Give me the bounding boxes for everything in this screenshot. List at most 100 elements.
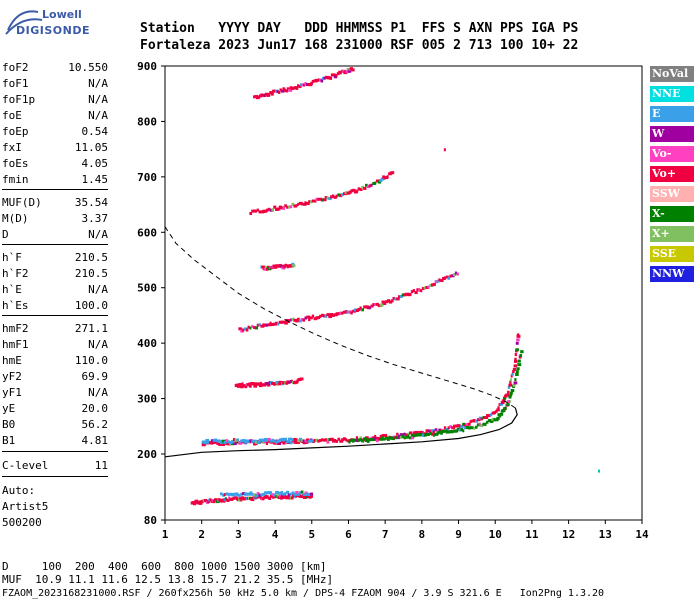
echo-point [207, 440, 211, 444]
echo-point [291, 87, 294, 91]
echo-point [425, 432, 429, 436]
auto-artist: Artist5 [2, 500, 49, 513]
echo-point [597, 469, 600, 473]
echo-point [278, 441, 282, 445]
echo-point [443, 276, 446, 280]
echo-point [319, 78, 322, 82]
echo-point [462, 429, 465, 433]
echo-point [258, 210, 262, 214]
echo-point [288, 88, 293, 92]
echo-point [302, 441, 307, 445]
echo-point [256, 491, 260, 495]
echo-point [357, 187, 361, 191]
echo-point [244, 385, 248, 389]
echo-point [414, 291, 418, 295]
echo-point [195, 499, 199, 503]
echo-point [231, 497, 234, 501]
param-row: hmF2 271.1 [2, 321, 108, 337]
echo-point [399, 435, 403, 439]
echo-point [388, 300, 393, 304]
echo-point [370, 438, 373, 442]
echo-point [249, 212, 253, 216]
echo-point [508, 383, 513, 387]
echo-point [240, 329, 244, 333]
legend-item: SSE [650, 246, 694, 262]
echo-point [520, 350, 524, 354]
param-row: M(D) 3.37 [2, 211, 108, 227]
echo-point [460, 428, 464, 432]
echo-point [254, 209, 257, 213]
echo-point [443, 426, 447, 430]
echo-point [313, 438, 316, 442]
echo-point [344, 191, 349, 195]
echo-point [348, 440, 351, 444]
echo-point [240, 498, 243, 502]
echo-point [212, 438, 216, 442]
echo-point [451, 430, 454, 434]
echo-point [465, 423, 469, 427]
topside-profile [164, 226, 516, 409]
echo-point [451, 426, 456, 430]
echo-point [298, 319, 302, 323]
echo-point [205, 438, 210, 442]
echo-point [512, 367, 517, 371]
echo-point [403, 293, 407, 297]
echo-point [372, 437, 376, 441]
echo-point [339, 194, 343, 198]
echo-point [436, 279, 440, 283]
param-row: fxI 11.05 [2, 140, 108, 156]
echo-point [493, 418, 497, 422]
echo-point [242, 439, 246, 443]
echo-point [281, 266, 286, 270]
echo-point [276, 439, 280, 443]
echo-point [265, 267, 269, 271]
echo-point [326, 196, 329, 200]
echo-point [317, 316, 321, 320]
echo-point [265, 442, 269, 446]
echo-point [370, 304, 374, 308]
echo-point [227, 442, 231, 446]
echo-point [275, 491, 279, 495]
echo-point [375, 302, 379, 306]
echo-point [390, 299, 394, 303]
echo-point [487, 419, 492, 423]
legend-item: NNW [650, 266, 694, 282]
legend-item: X- [650, 206, 694, 222]
echo-point [467, 422, 471, 426]
echo-point [223, 440, 227, 444]
param-value: 3.37 [81, 212, 109, 225]
echo-point [397, 295, 401, 299]
param-key: M(D) [2, 212, 29, 225]
param-value: 20.0 [81, 402, 109, 415]
header-values: Fortaleza 2023 Jun17 168 231000 RSF 005 … [140, 38, 579, 53]
echo-point [255, 382, 258, 386]
y-tick-label: 80 [144, 514, 157, 527]
echo-point [229, 492, 233, 496]
echo-point [374, 436, 377, 440]
echo-point [418, 430, 421, 434]
x-tick-label: 3 [235, 528, 242, 541]
echo-point [262, 440, 266, 444]
echo-point [278, 438, 283, 442]
echo-point [300, 490, 304, 494]
echo-point [289, 437, 293, 441]
legend-item: Vo+ [650, 166, 694, 182]
echo-point [344, 438, 348, 442]
echo-point [268, 496, 272, 500]
echo-point [220, 499, 223, 503]
echo-point [496, 416, 500, 420]
echo-point [507, 400, 511, 404]
echo-point [234, 384, 237, 388]
param-key: foEs [2, 157, 29, 170]
echo-point [339, 71, 342, 75]
param-value: 56.2 [81, 418, 109, 431]
echo-point [515, 372, 519, 376]
echo-point [232, 438, 236, 442]
echo-point [342, 437, 346, 441]
echo-point [280, 89, 285, 93]
echo-point [258, 323, 261, 327]
param-key: fmin [2, 173, 29, 186]
echo-point [297, 439, 301, 443]
echo-point [286, 205, 290, 209]
echo-point [499, 412, 504, 416]
